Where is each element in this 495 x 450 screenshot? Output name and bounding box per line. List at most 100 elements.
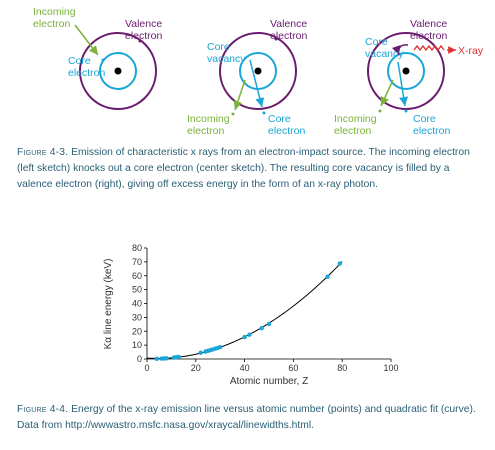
figure-4-4-label: Figure 4-4. [17, 404, 69, 415]
panel-right-vacancy-line2: vacancy [365, 48, 404, 60]
valence-transition-arrow [391, 44, 409, 56]
data-point [242, 334, 247, 340]
valence-electron [274, 37, 278, 41]
panel-right-core-line2: electron [413, 125, 451, 137]
panel-left-core-line2: electron [68, 67, 106, 79]
panel-left-incoming-line2: electron [33, 18, 71, 30]
incoming-electron-arrow [233, 79, 246, 111]
data-points [154, 261, 342, 362]
panel-center: Valence electron Core vacancy Incoming e… [187, 18, 310, 137]
panel-center-incoming-label: Incoming electron [187, 113, 233, 137]
panel-right-vacancy-label: Core vacancy [365, 36, 404, 60]
figure-4-3-text: Emission of characteristic x rays from a… [17, 147, 470, 190]
panel-right-valence-label: Valence electron [410, 18, 450, 42]
x-ticks: 0 20 40 60 80 100 [144, 359, 399, 373]
y-tick-label: 0 [137, 354, 142, 364]
figure-4-3-caption: Figure 4-3. Emission of characteristic x… [17, 145, 480, 193]
panel-right-xray-label: X-ray [458, 45, 484, 57]
ejected-core-electron-dot [262, 111, 266, 115]
x-tick-label: 60 [288, 363, 298, 373]
valence-shell [367, 32, 445, 110]
panel-center-core-label: Core electron [268, 113, 306, 137]
y-tick-label: 70 [132, 257, 142, 267]
panel-center-vacancy-line2: vacancy [207, 53, 246, 65]
panel-left-core-line1: Core [68, 55, 91, 67]
data-point [325, 274, 330, 279]
panel-right: Valence electron Core vacancy X-ray Inco… [334, 18, 484, 137]
x-tick-label: 100 [383, 363, 398, 373]
x-tick-label: 0 [144, 363, 149, 373]
y-axis-label: Kα line energy (keV) [103, 259, 114, 350]
data-point [176, 354, 181, 360]
data-point [164, 356, 169, 361]
core-shell [99, 52, 137, 90]
valence-shell [219, 32, 297, 110]
panel-left-valence-label: Valence electron [125, 18, 165, 42]
incoming-electron-dot [231, 112, 235, 116]
core-shell [387, 52, 425, 90]
panel-center-vacancy-line1: Core [207, 41, 230, 53]
xray-photon-squiggle [413, 44, 445, 52]
panel-center-incoming-line1: Incoming [187, 113, 230, 125]
y-tick-label: 50 [132, 285, 142, 295]
figure-4-3-label: Figure 4-3. [17, 147, 69, 158]
panel-center-core-line1: Core [268, 113, 291, 125]
incoming-electron-arrow [74, 24, 99, 56]
y-tick-label: 10 [132, 340, 142, 350]
panel-right-valence-line2: electron [410, 30, 448, 42]
y-tick-label: 60 [132, 271, 142, 281]
figure-4-4-text: Energy of the x-ray emission line versus… [17, 404, 476, 431]
y-ticks: 0 10 20 30 40 50 60 70 80 [132, 243, 147, 364]
y-tick-label: 20 [132, 326, 142, 336]
panel-right-vacancy-line1: Core [365, 36, 388, 48]
x-axis-label: Atomic number, Z [230, 376, 308, 387]
panel-right-valence-line1: Valence [410, 18, 447, 30]
panel-center-core-line2: electron [268, 125, 306, 137]
data-point [247, 332, 252, 337]
nucleus [402, 67, 410, 75]
data-point [154, 356, 159, 362]
x-tick-label: 20 [191, 363, 201, 373]
valence-electron [138, 39, 142, 43]
nucleus [114, 67, 122, 75]
core-electron-arrow [249, 59, 265, 108]
data-point [198, 350, 203, 355]
nucleus [254, 67, 262, 75]
quadratic-fit-curve [146, 261, 343, 359]
incoming-electron-dot [378, 109, 382, 113]
y-tick-label: 80 [132, 243, 142, 253]
y-tick-label: 40 [132, 299, 142, 309]
panel-right-incoming-label: Incoming electron [334, 113, 380, 137]
data-point [337, 261, 342, 266]
panel-left-core-label: Core electron [68, 55, 106, 79]
valence-shell [79, 32, 157, 110]
x-tick-label: 40 [240, 363, 250, 373]
panel-center-valence-line2: electron [270, 30, 308, 42]
panel-right-incoming-line1: Incoming [334, 113, 377, 125]
y-tick-label: 30 [132, 312, 142, 322]
incoming-electron-arrow [380, 79, 394, 107]
panel-left-incoming-line1: Incoming [33, 6, 76, 18]
data-point [259, 325, 264, 331]
chart-axes [146, 248, 391, 360]
x-tick-label: 80 [337, 363, 347, 373]
core-electron [101, 58, 105, 62]
data-point [218, 344, 223, 350]
panel-left-valence-line1: Valence [125, 18, 162, 30]
panel-right-core-line1: Core [413, 113, 436, 125]
panel-right-core-label: Core electron [413, 113, 451, 137]
panel-left-incoming-label: Incoming electron [33, 6, 79, 30]
panel-left: Incoming electron Valence electron Core … [33, 6, 165, 110]
data-point [266, 321, 272, 327]
panel-left-valence-line2: electron [125, 30, 163, 42]
panel-center-vacancy-label: Core vacancy [207, 41, 246, 65]
panel-center-incoming-line2: electron [187, 125, 225, 137]
figure-4-4-caption: Figure 4-4. Energy of the x-ray emission… [17, 402, 480, 434]
panel-right-incoming-line2: electron [334, 125, 372, 137]
panel-center-valence-label: Valence electron [270, 18, 310, 42]
ejected-core-electron-dot [404, 109, 408, 113]
core-electron-arrow [397, 61, 409, 107]
figure-4-3-diagram: Incoming electron Valence electron Core … [33, 6, 484, 137]
panel-center-valence-line1: Valence [270, 18, 307, 30]
figure-4-4-chart: 0 20 40 60 80 100 0 10 20 30 40 50 60 70 80 Atomic nu… [103, 243, 399, 387]
